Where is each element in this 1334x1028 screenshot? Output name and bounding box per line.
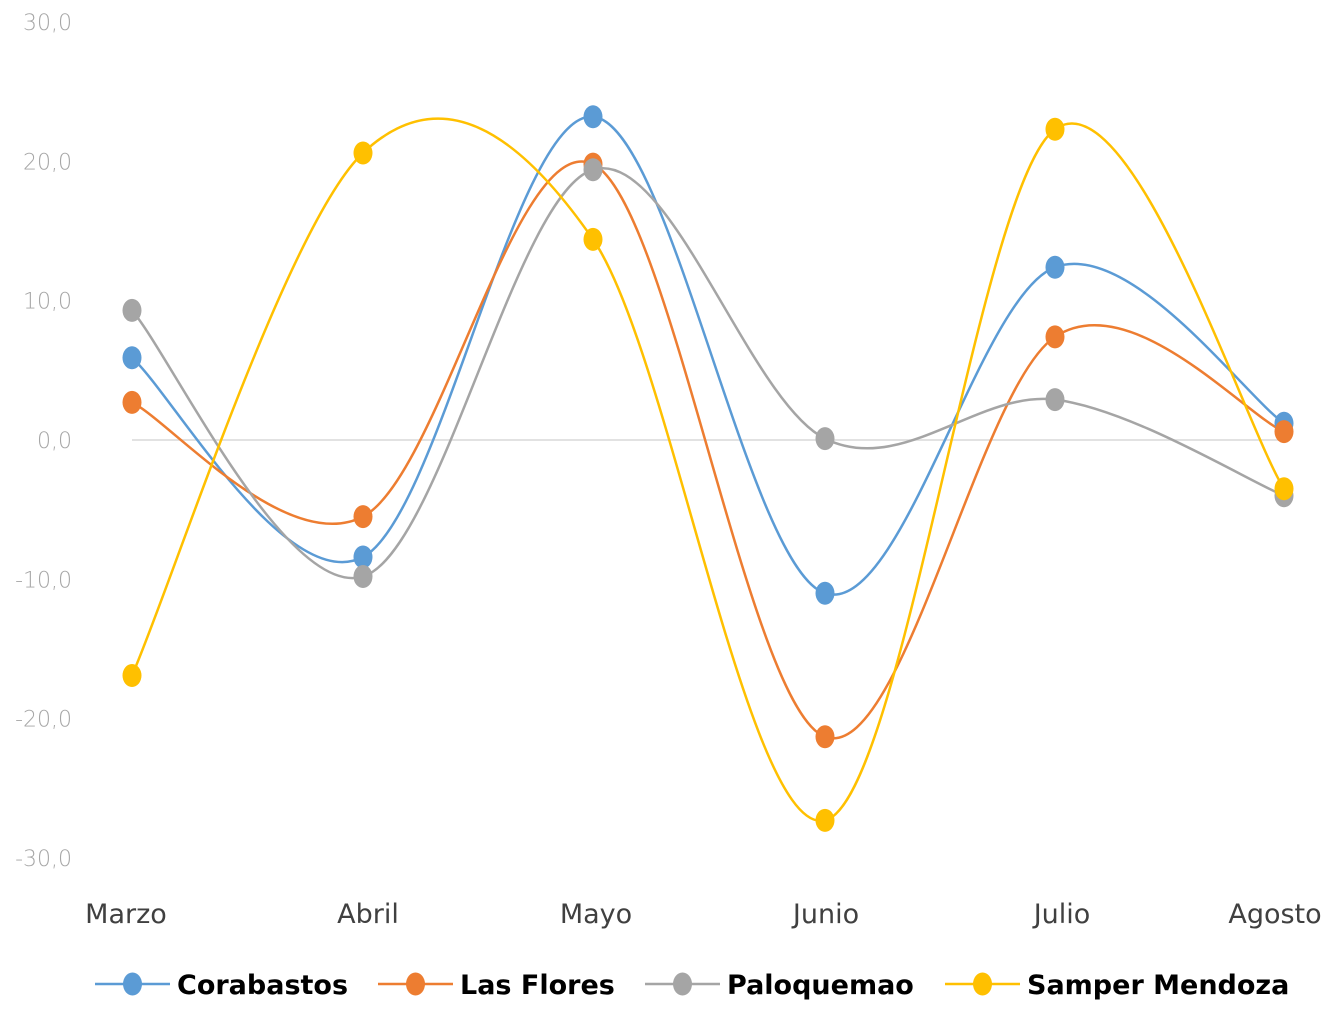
- y-tick-label: -10,0: [15, 568, 72, 593]
- y-tick-label: 0,0: [37, 429, 72, 454]
- data-point-corabastos: [583, 105, 603, 129]
- series-line-samper-mendoza: [130, 117, 1286, 822]
- data-point-corabastos: [815, 581, 835, 605]
- data-point-corabastos: [353, 545, 373, 569]
- legend-swatch-marker: [123, 972, 142, 996]
- data-point-paloquemao: [122, 298, 142, 322]
- series-line-las-flores: [130, 160, 1286, 740]
- data-point-las-flores: [122, 390, 142, 414]
- data-point-samper-mendoza: [353, 141, 373, 165]
- series-markers: [122, 105, 1294, 832]
- x-tick-label: Junio: [791, 899, 859, 930]
- legend-label: Samper Mendoza: [1027, 970, 1289, 1001]
- y-tick-label: 10,0: [23, 290, 72, 315]
- legend-label: Corabastos: [177, 970, 348, 1001]
- y-tick-label: 30,0: [23, 11, 72, 36]
- data-point-paloquemao: [353, 565, 373, 589]
- y-tick-label: 20,0: [23, 150, 72, 175]
- x-tick-label: Agosto: [1228, 899, 1321, 930]
- legend-swatch-marker: [973, 972, 992, 996]
- x-tick-label: Marzo: [85, 899, 167, 930]
- legend-item-paloquemao: Paloquemao: [645, 970, 914, 1001]
- data-point-corabastos: [122, 346, 142, 370]
- legend-label: Paloquemao: [727, 970, 914, 1001]
- legend-swatch-marker: [673, 972, 692, 996]
- data-point-las-flores: [1045, 325, 1065, 349]
- legend-label: Las Flores: [460, 970, 615, 1001]
- series-line-paloquemao: [130, 167, 1286, 580]
- x-tick-label: Julio: [1032, 899, 1091, 930]
- data-point-las-flores: [353, 505, 373, 529]
- x-axis: Marzo Abril Mayo Junio Julio Agosto: [85, 899, 1321, 930]
- x-tick-label: Abril: [337, 899, 399, 930]
- series-line-corabastos: [130, 115, 1286, 596]
- data-point-paloquemao: [583, 158, 603, 182]
- legend-item-corabastos: Corabastos: [95, 970, 348, 1001]
- y-axis: 30,0 20,0 10,0 0,0 -10,0 -20,0 -30,0: [15, 11, 72, 872]
- data-point-samper-mendoza: [1045, 117, 1065, 141]
- y-tick-label: -30,0: [15, 847, 72, 872]
- data-point-samper-mendoza: [583, 227, 603, 251]
- legend-item-las-flores: Las Flores: [378, 970, 615, 1001]
- data-point-samper-mendoza: [1274, 477, 1294, 501]
- data-point-samper-mendoza: [122, 663, 142, 687]
- data-point-paloquemao: [815, 427, 835, 451]
- series-lines: [130, 115, 1286, 822]
- data-point-samper-mendoza: [815, 808, 835, 832]
- data-point-las-flores: [1274, 420, 1294, 444]
- x-tick-label: Mayo: [560, 899, 632, 930]
- y-tick-label: -20,0: [15, 708, 72, 733]
- legend-swatch-marker: [406, 972, 425, 996]
- data-point-las-flores: [815, 725, 835, 749]
- legend: Corabastos Las Flores Paloquemao Samper Men…: [95, 970, 1289, 1001]
- legend-item-samper-mendoza: Samper Mendoza: [945, 970, 1289, 1001]
- data-point-corabastos: [1045, 255, 1065, 279]
- data-point-paloquemao: [1045, 388, 1065, 412]
